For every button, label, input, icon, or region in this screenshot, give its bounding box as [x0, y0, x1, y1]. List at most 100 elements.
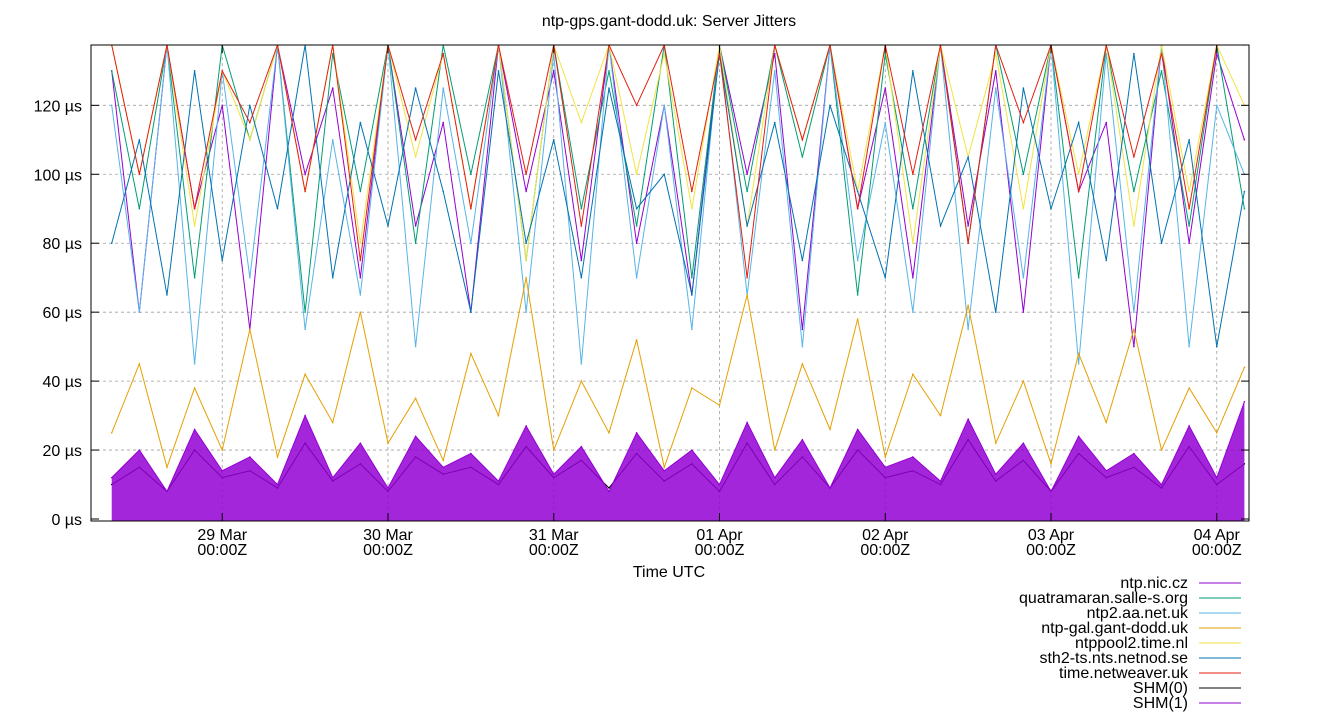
data-point	[663, 104, 666, 107]
plot-border	[90, 44, 1250, 522]
series-line	[111, 45, 1245, 347]
x-tick-label-date: 01 Apr	[696, 527, 743, 544]
data-point	[580, 207, 583, 210]
data-point	[1022, 442, 1025, 444]
data-point	[746, 190, 748, 193]
data-point	[193, 225, 196, 227]
y-tick-label: 0 µs	[51, 512, 82, 529]
data-point	[331, 476, 334, 479]
data-point	[773, 121, 776, 124]
legend-item: SHM(0)	[1133, 680, 1241, 697]
data-point	[967, 242, 969, 245]
data-point	[691, 276, 693, 279]
data-point	[801, 328, 804, 331]
legend-label: SHM(1)	[1133, 695, 1188, 712]
data-point	[304, 173, 306, 176]
data-point	[1133, 52, 1135, 55]
data-point	[1077, 363, 1080, 365]
data-point	[552, 52, 555, 55]
legend-item: SHM(1)	[1133, 695, 1241, 712]
data-point	[525, 259, 527, 262]
data-point	[691, 190, 693, 193]
data-point	[525, 242, 527, 245]
data-point	[912, 242, 914, 245]
y-tick-label: 100 µs	[34, 167, 82, 184]
data-point	[1188, 425, 1190, 427]
series-shm-1-	[110, 400, 1246, 521]
data-point	[414, 156, 417, 158]
data-point	[635, 225, 638, 227]
data-point	[608, 490, 610, 493]
chart-title: ntp-gps.gant-dodd.uk: Server Jitters	[542, 13, 796, 30]
y-tick-label: 80 µs	[43, 236, 82, 253]
data-point	[1022, 87, 1025, 89]
x-tick-label-time: 00:00Z	[363, 542, 413, 559]
data-point	[249, 121, 251, 124]
data-point	[414, 345, 417, 348]
data-point	[1077, 352, 1080, 355]
data-point	[746, 225, 748, 227]
data-point	[829, 487, 831, 489]
data-point	[552, 139, 555, 141]
data-point	[166, 294, 168, 296]
series-line	[111, 45, 1245, 364]
data-point	[856, 318, 859, 320]
data-point	[1133, 328, 1135, 331]
series-line	[111, 45, 1245, 278]
data-point	[1133, 190, 1135, 193]
data-point	[110, 432, 113, 434]
data-point	[1022, 173, 1025, 176]
series-line	[111, 277, 1245, 470]
data-point	[110, 476, 113, 479]
data-point	[249, 276, 251, 279]
data-point	[304, 414, 306, 417]
data-point	[304, 373, 306, 376]
data-point	[193, 276, 196, 279]
data-point	[773, 476, 776, 479]
x-tick-label-time: 00:00Z	[860, 542, 910, 559]
data-point	[912, 207, 914, 210]
data-point	[1133, 156, 1135, 158]
data-point	[691, 328, 693, 331]
data-point	[884, 121, 887, 124]
data-point	[994, 70, 997, 72]
legend-label: SHM(0)	[1133, 680, 1188, 697]
y-tick-label: 60 µs	[43, 305, 82, 322]
data-point	[635, 432, 638, 434]
data-point	[193, 207, 196, 210]
data-point	[746, 276, 748, 279]
data-point	[387, 487, 389, 489]
data-point	[884, 466, 887, 469]
data-point	[635, 276, 638, 279]
data-point	[470, 452, 472, 455]
data-point	[331, 139, 334, 141]
x-tick-label-date: 04 Apr	[1194, 527, 1241, 544]
data-point	[414, 225, 417, 227]
legend-item: time.netweaver.uk	[1059, 665, 1241, 682]
data-point	[912, 173, 914, 176]
data-point	[691, 449, 693, 451]
data-point	[1133, 452, 1135, 455]
series-line	[111, 45, 1245, 261]
data-point	[470, 207, 472, 210]
legend-item: quatramaran.salle-s.org	[1019, 590, 1241, 607]
x-tick-label-date: 03 Apr	[1028, 527, 1075, 544]
data-point	[470, 352, 472, 355]
data-point	[1133, 225, 1135, 227]
data-point	[801, 156, 804, 158]
data-point	[580, 363, 583, 365]
data-point	[1050, 207, 1052, 210]
data-point	[608, 432, 610, 434]
data-point	[1160, 242, 1163, 245]
data-point	[138, 449, 141, 451]
legend-label: sth2-ts.nts.netnod.se	[1039, 650, 1188, 667]
data-point	[1243, 400, 1246, 403]
data-point	[1243, 190, 1246, 193]
x-tick-label-date: 02 Apr	[862, 527, 909, 544]
data-point	[1050, 490, 1052, 493]
data-point	[221, 70, 224, 72]
y-tick-label: 120 µs	[34, 98, 82, 115]
data-point	[525, 173, 527, 176]
data-point	[939, 414, 942, 417]
